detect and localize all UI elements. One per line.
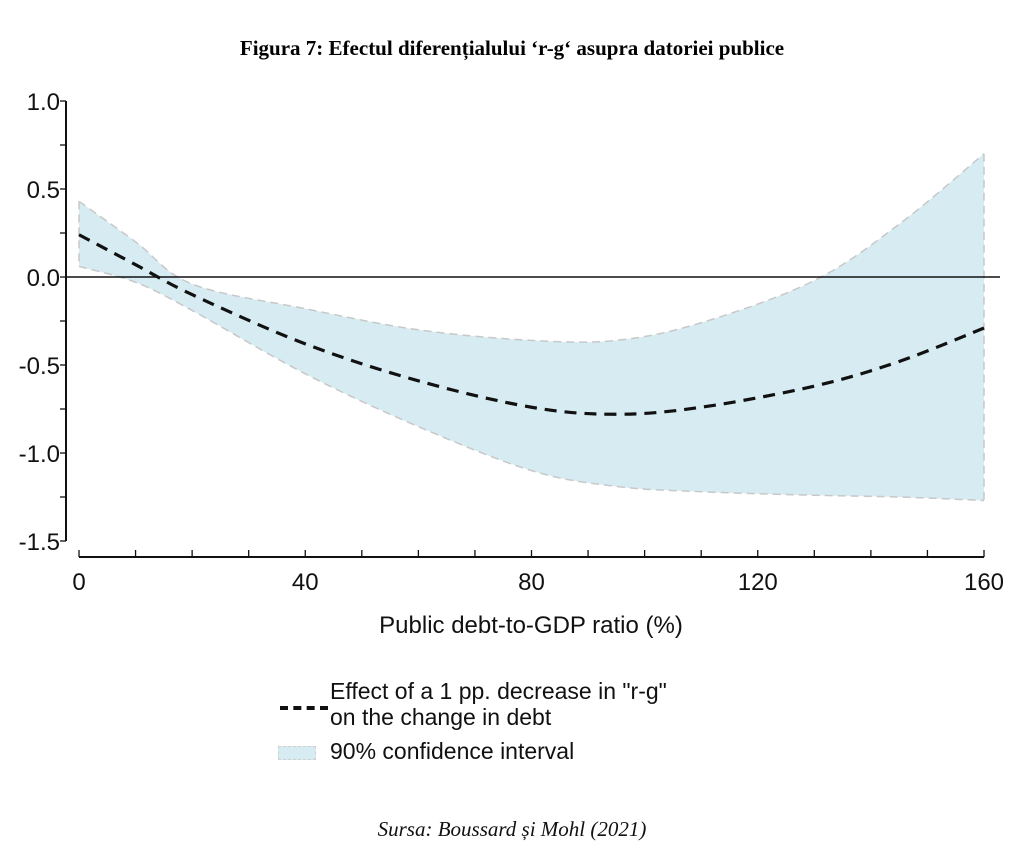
confidence-band: [79, 153, 984, 501]
y-tick-label: 1.0: [27, 89, 60, 116]
x-tick-label: 40: [292, 569, 319, 596]
dashed-line-swatch-icon: [278, 678, 330, 710]
x-tick-label: 160: [964, 569, 1004, 596]
axes: 1.0 0.5 0.0 -0.5 -1.0 -1.5 0 40 80 120 160: [19, 89, 1004, 596]
legend-label-ci: 90% confidence interval: [330, 738, 575, 764]
chart: 1.0 0.5 0.0 -0.5 -1.0 -1.5 0 40 80 120 160 Public …: [19, 89, 1004, 639]
x-tick-label: 80: [518, 569, 545, 596]
y-tick-label: 0.5: [27, 177, 60, 204]
legend: Effect of a 1 pp. decrease in "r-g" on t…: [278, 678, 667, 772]
y-tick-label: -1.5: [19, 529, 60, 556]
figure-title: Figura 7: Efectul diferențialului ‘r-g‘ …: [239, 36, 785, 60]
y-tick-label: -1.0: [19, 441, 60, 468]
x-tick-label: 0: [72, 569, 85, 596]
band-lower-edge: [78, 265, 985, 502]
y-tick-label: -0.5: [19, 353, 60, 380]
legend-label-effect-line2: on the change in debt: [330, 704, 552, 730]
effect-line-layer: [78, 233, 985, 416]
confidence-band-layer: [78, 153, 985, 502]
y-tick-label: 0.0: [27, 265, 60, 292]
band-swatch-icon: [278, 738, 330, 764]
figure-source: Sursa: Boussard și Mohl (2021): [377, 817, 647, 841]
legend-item-effect: Effect of a 1 pp. decrease in "r-g" on t…: [278, 678, 667, 730]
legend-item-ci: 90% confidence interval: [278, 738, 667, 764]
legend-label-effect-line1: Effect of a 1 pp. decrease in "r-g": [330, 678, 667, 704]
legend-label-effect: Effect of a 1 pp. decrease in "r-g" on t…: [330, 678, 667, 730]
effect-line: [78, 233, 985, 416]
x-axis-title: Public debt-to-GDP ratio (%): [379, 612, 683, 639]
x-tick-label: 120: [738, 569, 778, 596]
